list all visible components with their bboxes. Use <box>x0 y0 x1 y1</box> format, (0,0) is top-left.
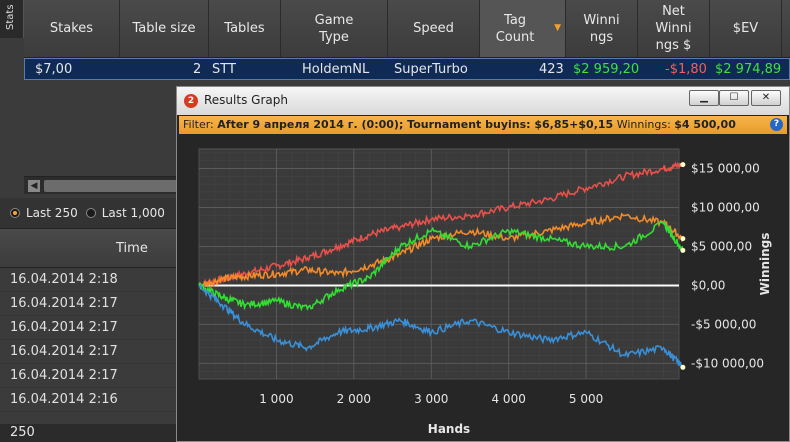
filter-bar: Filter: After 9 апреля 2014 г. (0:00); T… <box>179 116 787 134</box>
cell-table-size: 2 <box>193 61 202 77</box>
filter-text: After 9 апреля 2014 г. (0:00); Tournamen… <box>217 118 614 131</box>
cell-stakes: $7,00 <box>35 61 73 77</box>
scroll-left-icon[interactable]: ◀ <box>28 180 40 192</box>
footer-count: 250 <box>0 424 176 442</box>
help-icon[interactable]: ? <box>770 118 783 131</box>
y-tick-label: $10 000,00 <box>691 200 760 214</box>
col-header-ev[interactable]: $EV <box>710 0 782 57</box>
x-tick-label: 3 000 <box>414 392 448 406</box>
series-end-point <box>680 236 686 242</box>
list-item[interactable]: 16.04.2014 2:17 <box>0 316 176 340</box>
window-titlebar[interactable]: 2 Results Graph ▁ ☐ ✕ <box>177 87 789 115</box>
list-item[interactable]: 16.04.2014 2:16 <box>0 388 176 412</box>
filter-last-250[interactable]: Last 250 <box>10 206 78 220</box>
radio-icon <box>85 208 96 218</box>
time-list: 16.04.2014 2:18 16.04.2014 2:17 16.04.20… <box>0 268 176 424</box>
table-header: Stakes Table size Tables Game Type Speed… <box>24 0 790 58</box>
cell-winnings: $2 959,20 <box>573 61 640 77</box>
series-line-3 <box>198 283 684 369</box>
close-button[interactable]: ✕ <box>751 90 781 106</box>
x-tick-label: 2 000 <box>337 392 371 406</box>
x-axis-label: Hands <box>428 422 470 436</box>
stats-tab-label: Stats <box>5 4 16 30</box>
y-axis-label: Winnings <box>758 233 772 296</box>
maximize-button[interactable]: ☐ <box>719 90 749 106</box>
cell-tag-count: 423 <box>539 61 564 77</box>
series-line-1 <box>198 212 684 289</box>
window-title: Results Graph <box>204 93 288 107</box>
time-column-header[interactable]: Time <box>0 228 176 268</box>
table-row-selected[interactable]: $7,00 2 STT HoldemNL SuperTurbo 423 $2 9… <box>24 58 790 80</box>
filter-last-1000[interactable]: Last 1,000 <box>85 206 165 220</box>
x-tick-label: 4 000 <box>491 392 525 406</box>
series-end-point <box>680 247 686 253</box>
col-header-speed[interactable]: Speed <box>388 0 480 57</box>
y-tick-label: $15 000,00 <box>691 161 760 175</box>
col-header-table-size[interactable]: Table size <box>120 0 209 57</box>
filter-prefix: Filter: <box>183 118 214 131</box>
col-header-game-type[interactable]: Game Type <box>281 0 388 57</box>
col-header-net-winnings[interactable]: Net Winni ngs $ <box>638 0 710 57</box>
x-tick-label: 5 000 <box>569 392 603 406</box>
sort-desc-icon: ▼ <box>554 23 561 33</box>
col-header-tag-count[interactable]: Tag Count ▼ <box>480 0 566 57</box>
minimize-button[interactable]: ▁ <box>689 90 719 106</box>
radio-selected-icon <box>10 208 20 218</box>
list-item[interactable]: 16.04.2014 2:18 <box>0 268 176 292</box>
col-header-stakes[interactable]: Stakes <box>24 0 120 57</box>
x-tick-label: 1 000 <box>259 392 293 406</box>
y-tick-label: $5 000,00 <box>691 239 752 253</box>
col-header-tables[interactable]: Tables <box>209 0 281 57</box>
col-header-winnings[interactable]: Winni ngs <box>566 0 638 57</box>
series-end-point <box>680 162 686 168</box>
scroll-thumb[interactable] <box>44 180 184 192</box>
app-logo-icon: 2 <box>184 94 198 108</box>
list-item[interactable]: 16.04.2014 2:17 <box>0 340 176 364</box>
list-item[interactable]: 16.04.2014 2:17 <box>0 292 176 316</box>
range-filters: Last 250 Last 1,000 <box>0 198 176 228</box>
cell-ev: $2 974,89 <box>715 61 782 77</box>
y-tick-label: -$5 000,00 <box>691 317 756 331</box>
results-chart: $15 000,00 $10 000,00 $5 000,00 $0,00 -$5 00… <box>198 148 772 436</box>
winnings-value: $4 500,00 <box>674 118 736 131</box>
cell-game-type: HoldemNL <box>302 61 370 77</box>
cell-speed: SuperTurbo <box>394 61 468 77</box>
y-tick-label: -$10 000,00 <box>691 356 764 370</box>
y-tick-label: $0,00 <box>691 278 725 292</box>
list-item[interactable]: 16.04.2014 2:17 <box>0 364 176 388</box>
cell-net-winnings: -$1,80 <box>665 61 707 77</box>
horizontal-scrollbar[interactable]: ◀ <box>24 176 184 194</box>
winnings-label: Winnings: <box>616 118 671 131</box>
results-graph-window: 2 Results Graph ▁ ☐ ✕ Filter: After 9 ап… <box>176 86 790 442</box>
series-line-2 <box>198 220 684 312</box>
cell-tables: STT <box>212 61 236 77</box>
series-end-point <box>680 364 686 370</box>
stats-side-tab[interactable]: Stats <box>0 0 24 38</box>
series-line-0 <box>198 161 684 290</box>
